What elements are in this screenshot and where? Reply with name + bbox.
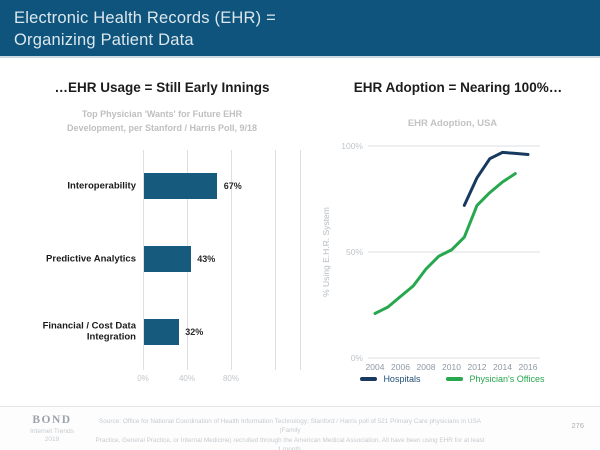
- bar-category-label-interoperability: Interoperability: [67, 180, 136, 192]
- hospitals-line: [462, 150, 530, 207]
- bar-interoperability: [143, 173, 218, 199]
- brand-subtitle: Internet Trends: [30, 427, 74, 435]
- page-number: 276: [571, 421, 584, 430]
- bar-predictive-analytics: [143, 246, 191, 272]
- brand-name: BOND: [32, 414, 72, 426]
- legend-item-hospitals: Hospitals: [360, 374, 420, 384]
- bar-chart-gridline: [275, 150, 276, 370]
- ehr-wants-bar-chart: 0% 40% 80% Interoperability 67% Predictive An…: [20, 145, 310, 390]
- line-y-tick-label: 0%: [351, 353, 364, 363]
- bar-chart-subtitle-line2: Development, per Stanford / Harris Poll,…: [66, 122, 258, 133]
- right-section-title: EHR Adoption = Nearing 100%…: [353, 80, 563, 95]
- bond-logo: BOND Internet Trends 2019: [10, 414, 94, 443]
- bar-value-label-predictive-analytics: 43%: [197, 254, 216, 264]
- bar-chart-gridline: [300, 150, 302, 370]
- line-chart-title: EHR Adoption, USA: [407, 118, 498, 129]
- line-y-tick-label: 100%: [341, 141, 363, 151]
- bar-category-label-predictive-analytics: Predictive Analytics: [46, 253, 136, 265]
- line-x-tick-label: 2012: [468, 362, 487, 372]
- bar-x-tick-label: 0%: [137, 374, 149, 383]
- line-x-tick-label: 2010: [442, 362, 461, 372]
- legend-item-physician-s-offices: Physician's Offices: [446, 374, 545, 384]
- source-line1: Source: Office for National Coordination…: [99, 418, 481, 435]
- line-chart-legend: Hospitals Physician's Offices: [315, 374, 590, 384]
- bar-x-tick-label: 40%: [178, 374, 195, 383]
- source-note: Source: Office for National Coordination…: [95, 417, 485, 450]
- physician-s-offices-line: [373, 172, 517, 315]
- ehr-adoption-line-chart: 100% 50% 0% 2004 2006 2008 2010 2012 2014 2016 % U…: [315, 135, 590, 395]
- slide-header: Electronic Health Records (EHR) = Organi…: [0, 0, 600, 58]
- legend-swatch-hospitals: [360, 376, 378, 382]
- line-y-axis-label: % Using E.H.R. System: [321, 207, 331, 297]
- slide-footer: BOND Internet Trends 2019 Source: Office…: [0, 406, 600, 450]
- slide-title-line1: Electronic Health Records (EHR) =: [14, 9, 276, 27]
- bar-value-label-interoperability: 67%: [223, 181, 242, 191]
- legend-label-physician-s-offices: Physician's Offices: [469, 374, 545, 384]
- bar-category-label-financial-cost-data-integration: Financial / Cost Data Integration: [42, 320, 136, 343]
- bar-x-tick-label: 80%: [222, 374, 239, 383]
- line-y-tick-label: 50%: [346, 247, 363, 257]
- bar-value-label-financial-cost-data-integration: 32%: [185, 327, 204, 337]
- line-x-tick-label: 2016: [519, 362, 538, 372]
- line-x-tick-label: 2004: [366, 362, 385, 372]
- bar-financial-cost-data-integration: [143, 319, 179, 345]
- brand-year: 2019: [44, 436, 60, 443]
- bar-chart-gridline: [231, 150, 232, 370]
- line-x-tick-label: 2008: [417, 362, 436, 372]
- line-chart-svg: 100% 50% 0%2004 2006 2008 2010 2012 2014 2016 % U…: [321, 141, 540, 372]
- bar-chart-subtitle: Top Physician 'Wants' for Future EHR Dev…: [22, 108, 302, 135]
- left-section-title: …EHR Usage = Still Early Innings: [54, 80, 270, 95]
- line-x-tick-label: 2006: [391, 362, 410, 372]
- bar-chart-subtitle-line1: Top Physician 'Wants' for Future EHR: [81, 109, 243, 119]
- line-x-tick-label: 2014: [493, 362, 512, 372]
- legend-swatch-physician-s-offices: [446, 376, 464, 382]
- source-line2: Practice, General Practice, or Internal …: [95, 436, 485, 450]
- legend-label-hospitals: Hospitals: [383, 374, 421, 384]
- slide-title-line2: Organizing Patient Data: [14, 30, 194, 49]
